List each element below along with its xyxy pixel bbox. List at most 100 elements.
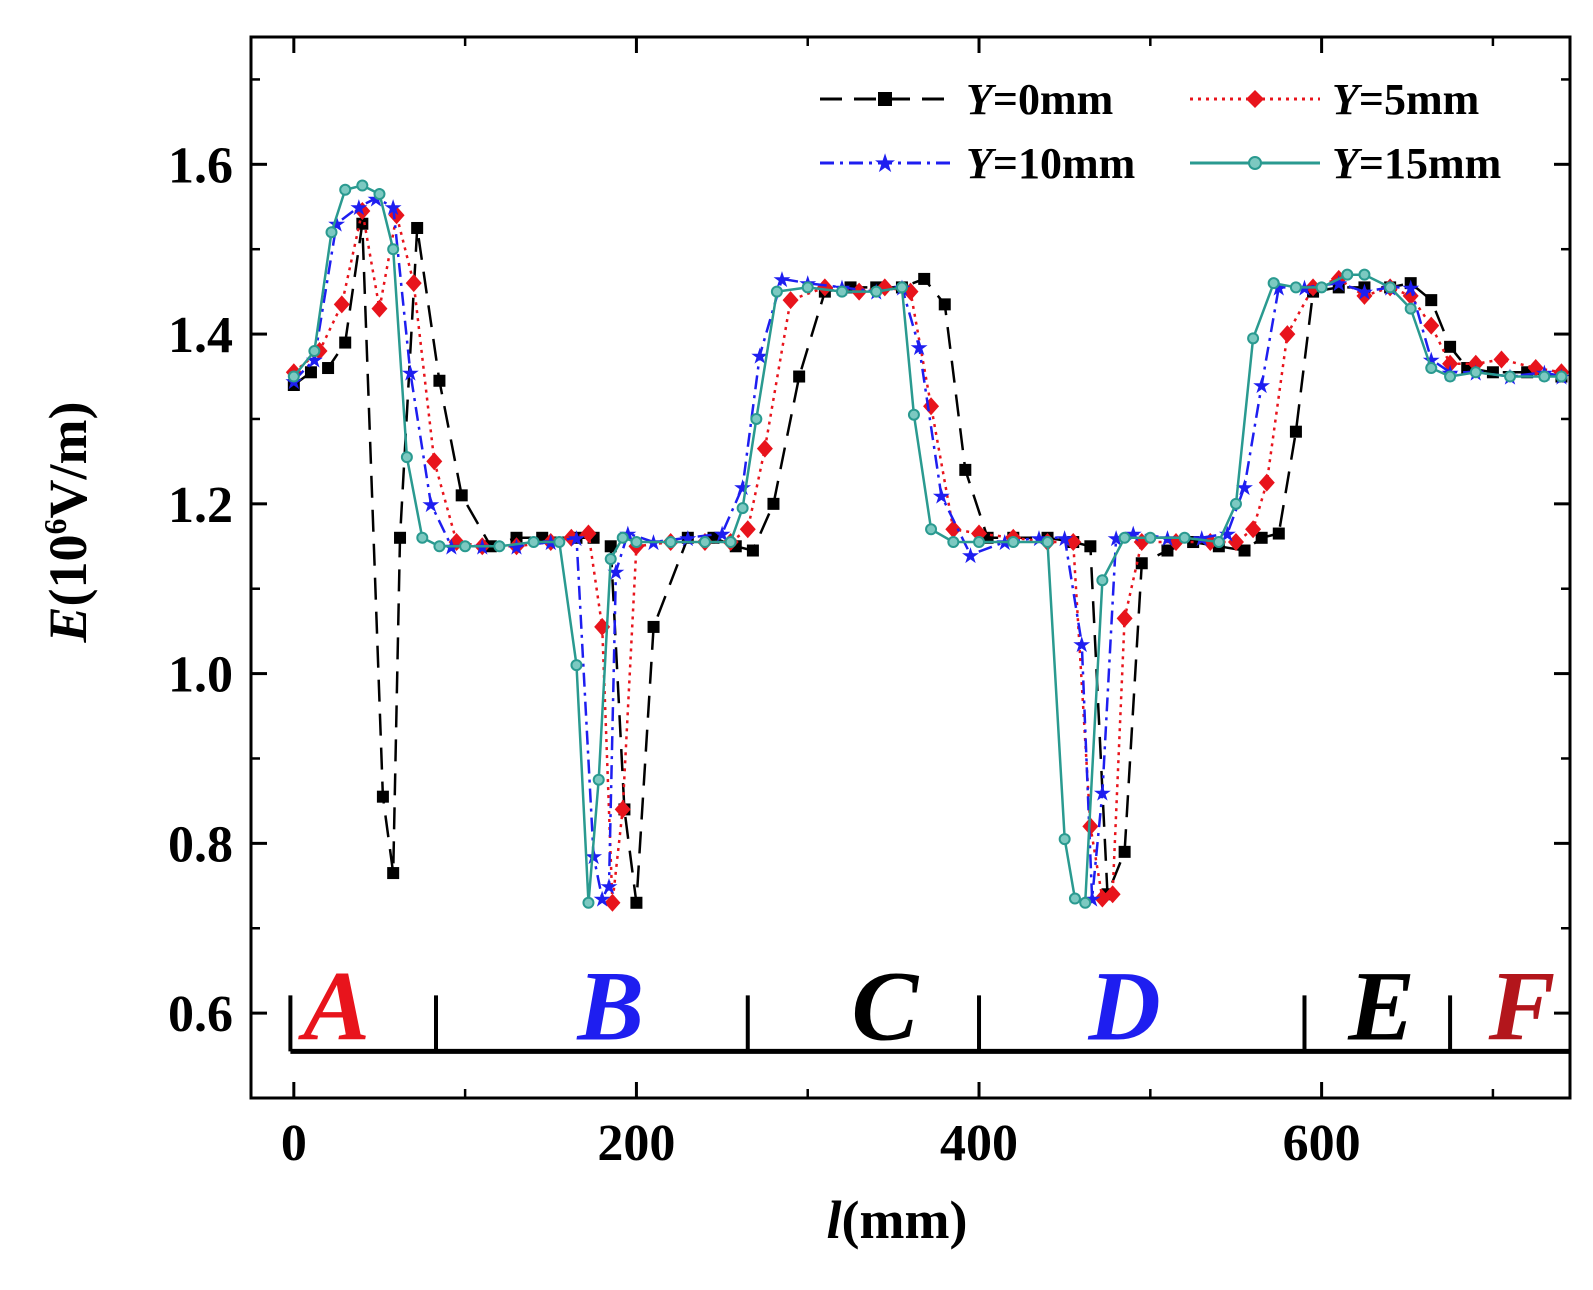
data-point [1065,533,1082,552]
data-point: ★ [472,535,492,560]
data-point [1229,497,1242,510]
data-point [756,439,773,458]
legend-label-y15: Y=15mm [1332,139,1501,188]
data-point [925,523,938,536]
data-point [592,773,605,786]
data-point: ★ [678,527,698,552]
legend: Y=0mm Y=5mm ★ Y=10mm Y=15mm [820,75,1501,188]
data-point: ★ [733,476,753,501]
data-point: ★ [1401,276,1421,301]
data-point [426,452,443,471]
data-point [333,295,350,314]
y-tick-label: 0.8 [168,816,233,873]
legend-marker-y5 [1246,90,1264,108]
data-point [750,412,763,425]
data-point: ★ [931,484,951,509]
data-point [1289,425,1302,438]
data-point [1084,540,1097,553]
region-label-d: D [1088,950,1161,1061]
data-point [793,370,806,383]
data-point: ★ [507,535,527,560]
data-point [376,790,389,803]
data-point [339,336,352,349]
region-label-b: B [576,950,644,1061]
data-point [736,502,749,515]
data-point [493,540,506,553]
data-point [647,620,660,633]
legend-entry-y15: Y=15mm [1190,139,1501,188]
data-point [1423,316,1440,335]
data-point [433,540,446,553]
region-label-a: A [297,950,370,1061]
legend-marker-y10: ★ [873,149,896,179]
data-point [322,362,335,375]
data-point [816,278,833,297]
data-point [459,540,472,553]
data-point [973,536,986,549]
data-point [1444,340,1457,353]
data-point: ★ [584,845,604,870]
x-tick-label: 600 [1283,1115,1361,1172]
data-point: ★ [1252,374,1272,399]
x-tick-label: 200 [597,1115,675,1172]
data-point [287,370,300,383]
legend-marker-y15 [1248,156,1262,170]
data-point [1469,366,1482,379]
data-point [746,544,759,557]
data-point [835,285,848,298]
data-point [630,536,643,549]
series-layer: ★★★★★★★★ ★ ★ ★ ★★★★★★ ★ ★★★★★★★★ ★ ★★★★★★ ★ ★ ★★★★ ★… [284,179,1571,913]
data-point [1486,366,1499,379]
data-point: ★ [349,196,369,221]
data-point: ★ [961,544,981,569]
data-point [570,659,583,672]
data-point [1227,533,1244,552]
y-tick-labels: 0.6 0.8 1.0 1.2 1.4 1.6 [168,137,233,1043]
x-tick-labels: 0 200 400 600 [281,1115,1361,1172]
data-point: ★ [592,888,612,913]
data-point [308,345,321,358]
data-point [1041,536,1054,549]
data-point [918,272,931,285]
region-label-c: C [851,950,919,1061]
legend-marker-y0 [878,92,892,106]
data-point [1384,281,1397,294]
data-point [1538,370,1551,383]
x-tick-label: 0 [281,1115,307,1172]
data-point [387,867,400,880]
legend-entry-y5: Y=5mm [1190,75,1479,124]
data-point [1079,896,1092,909]
data-point [325,226,338,239]
data-point [416,531,429,544]
y-tick-label: 1.6 [168,137,233,194]
data-point [1104,885,1121,904]
data-point [387,243,400,256]
data-point [1245,520,1262,539]
data-point [947,536,960,549]
data-point [1358,268,1371,281]
plot-frame [249,35,1572,1100]
data-point [1425,294,1438,307]
data-point [1096,574,1109,587]
data-point: ★ [442,535,462,560]
x-axis-title: l(mm) [827,1190,968,1250]
data-point [1267,277,1280,290]
data-point [1118,845,1131,858]
data-point [1135,557,1148,570]
data-point [1527,359,1544,378]
data-point [1444,370,1457,383]
data-point [1116,609,1133,628]
data-point [1212,536,1225,549]
data-point [1161,544,1174,557]
data-point: ★ [421,493,441,518]
data-point [616,531,629,544]
data-point [1144,531,1157,544]
y-tick-label: 0.6 [168,986,233,1043]
data-point [604,540,617,553]
data-point [959,463,972,476]
data-point [724,536,737,549]
data-point: ★ [305,349,325,374]
data-point [630,896,643,909]
data-point [373,188,386,201]
